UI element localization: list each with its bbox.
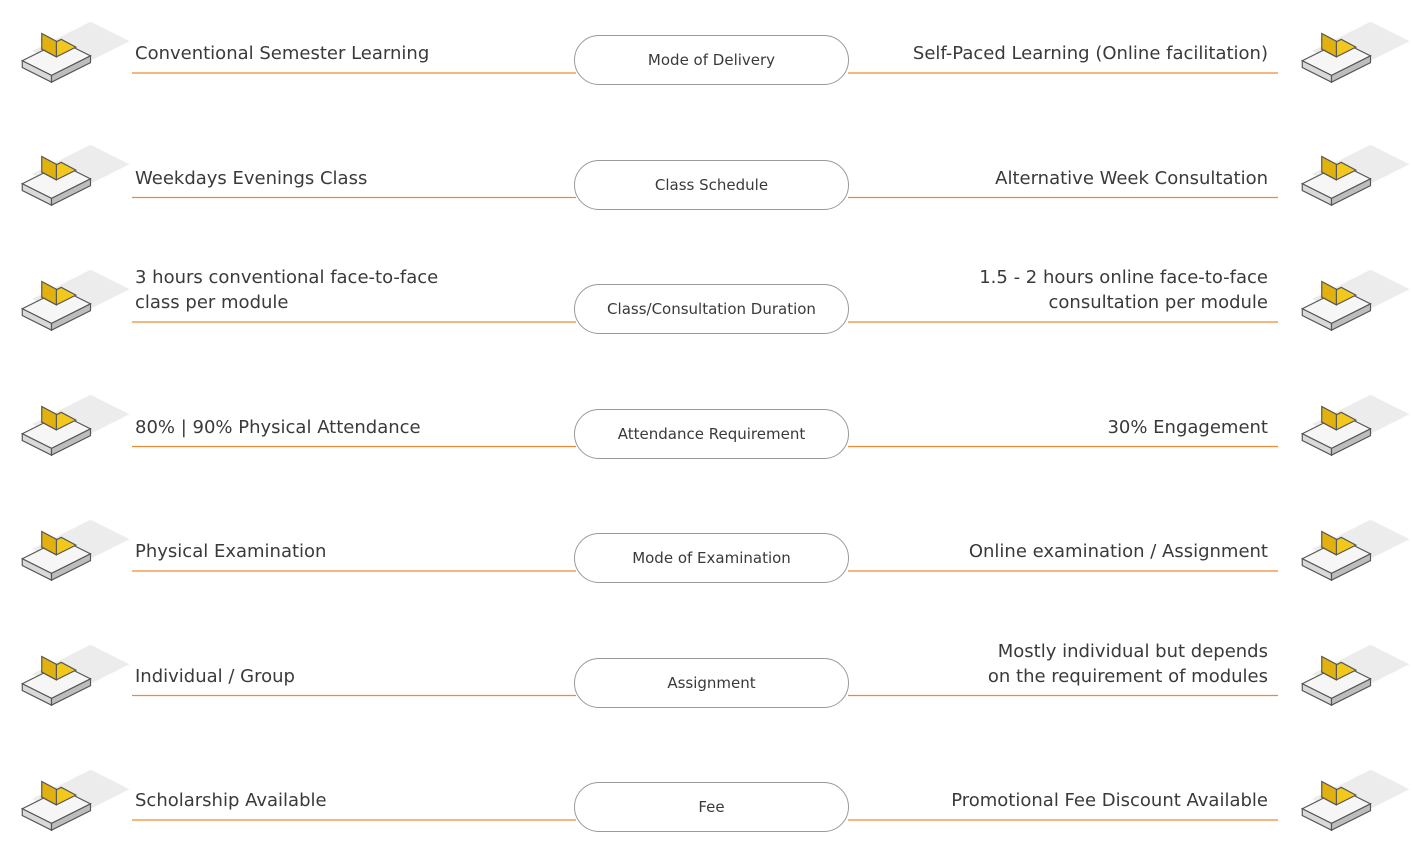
category-pill: Class Schedule (574, 159, 849, 210)
text-line: on the requirement of modules (987, 665, 1268, 687)
icon (21, 394, 130, 456)
icon (1301, 269, 1410, 331)
icon (21, 519, 130, 581)
left-text: Conventional Semester Learning (135, 41, 429, 66)
divider-lines (132, 72, 1278, 821)
icon (21, 144, 130, 206)
right-icons (1301, 21, 1410, 831)
category-pill: Mode of Delivery (574, 35, 849, 85)
icon (1301, 21, 1410, 83)
text-line: 30% Engagement (1107, 416, 1268, 438)
left-text: 80% | 90% Physical Attendance (135, 415, 421, 440)
icon (1301, 769, 1410, 831)
icon (1301, 144, 1410, 206)
text-line: Scholarship Available (135, 790, 327, 811)
left-text: Individual / Group (135, 664, 295, 689)
text-line: Online examination / Assignment (968, 541, 1268, 562)
right-text: Promotional Fee Discount Available (951, 788, 1268, 813)
text-line: Self-Paced Learning (Online facilitation… (912, 43, 1268, 64)
text-line: consultation per module (1048, 292, 1268, 313)
right-text: 1.5 - 2 hours online face-to-face consult… (979, 265, 1268, 315)
category-pill: Assignment (574, 657, 849, 708)
left-text: 3 hours conventional face-to-face class p… (135, 265, 438, 315)
right-text: 30% Engagement (1107, 415, 1268, 440)
text-line: Individual / Group (135, 665, 295, 687)
left-icons (21, 21, 130, 831)
left-text: Scholarship Available (135, 788, 327, 813)
text-line: Alternative Week Consultation (995, 167, 1268, 189)
icon (1301, 644, 1410, 706)
text-line: Physical Examination (135, 541, 327, 562)
text-line: Weekdays Evenings Class (135, 167, 368, 189)
text-line: 80% | 90% Physical Attendance (135, 416, 421, 438)
left-text: Weekdays Evenings Class (135, 166, 367, 191)
left-text: Physical Examination (135, 539, 326, 564)
icon (1301, 394, 1410, 456)
text-line: Mostly individual but depends (997, 640, 1268, 662)
icon (21, 21, 130, 83)
text-line: 3 hours conventional face-to-face (135, 267, 439, 288)
text-line: 1.5 - 2 hours online face-to-face (979, 267, 1268, 288)
right-text: Self-Paced Learning (Online facilitation… (913, 41, 1268, 66)
icon (21, 269, 130, 331)
category-pill: Attendance Requirement (574, 408, 849, 459)
text-line: class per module (135, 292, 289, 313)
text-line: Conventional Semester Learning (135, 43, 430, 64)
icon (21, 769, 130, 831)
right-text: Alternative Week Consultation (995, 166, 1268, 191)
right-text: Online examination / Assignment (969, 539, 1268, 564)
text-line: Promotional Fee Discount Available (951, 790, 1268, 811)
icon (21, 644, 130, 706)
category-pill: Class/Consultation Duration (574, 284, 849, 334)
icon (1301, 519, 1410, 581)
category-pill: Fee (574, 782, 849, 832)
category-pill: Mode of Examination (574, 533, 849, 583)
right-text: Mostly individual but depends on the requ… (988, 639, 1268, 689)
